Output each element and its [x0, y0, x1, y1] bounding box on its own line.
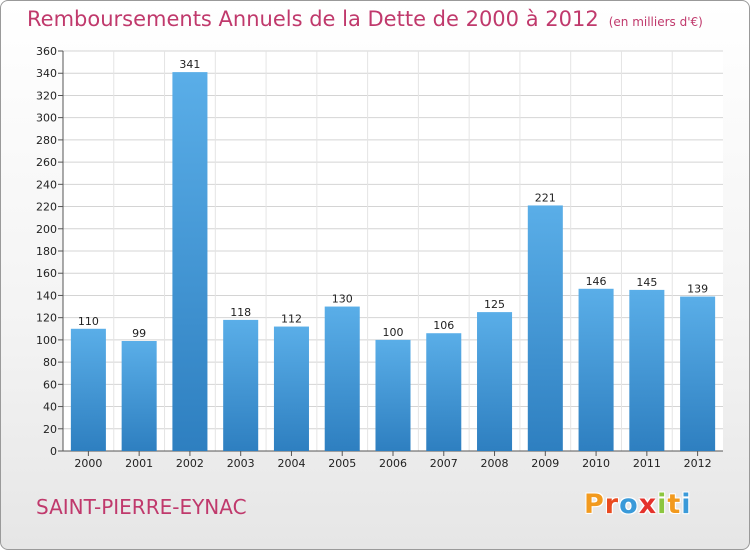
y-tick-label: 340: [36, 67, 57, 80]
x-tick-label-2004: 2004: [277, 457, 305, 470]
bar-2004: [273, 326, 309, 451]
bar-2010: [578, 288, 614, 451]
data-label-2000: 110: [78, 315, 99, 328]
y-tick-label: 300: [36, 112, 57, 125]
proxiti-logo: Proxiti: [584, 489, 692, 520]
x-tick-label-2007: 2007: [430, 457, 458, 470]
logo-letter: t: [667, 489, 682, 520]
y-tick-label: 320: [36, 89, 57, 102]
y-tick-label: 220: [36, 201, 57, 214]
bars: [70, 72, 716, 451]
x-tick-label-2011: 2011: [633, 457, 661, 470]
bar-2000: [70, 328, 106, 451]
bar-2006: [375, 339, 411, 451]
x-tick-label-2000: 2000: [74, 457, 102, 470]
y-tick-label: 100: [36, 334, 57, 347]
data-label-2008: 125: [484, 298, 505, 311]
labels: 0 20 40 60 80 100 120 140 160 180 200 220 240 260 280 3…: [36, 45, 712, 470]
bar-2001: [121, 341, 157, 451]
x-tick-label-2001: 2001: [125, 457, 153, 470]
x-tick-label-2002: 2002: [176, 457, 204, 470]
chart-subtitle: (en milliers d'€): [608, 15, 703, 29]
y-tick-label: 120: [36, 312, 57, 325]
chart-title: Remboursements Annuels de la Dette de 20…: [27, 7, 703, 31]
data-label-2003: 118: [230, 306, 251, 319]
bar-2009: [527, 205, 563, 451]
data-label-2009: 221: [535, 191, 556, 204]
logo-letter: r: [604, 489, 620, 520]
data-label-2001: 99: [132, 327, 146, 340]
x-tick-label-2006: 2006: [379, 457, 407, 470]
y-tick-label: 0: [50, 445, 57, 458]
y-tick-label: 160: [36, 267, 57, 280]
logo-letter: i: [681, 489, 692, 520]
data-label-2010: 146: [586, 275, 607, 288]
x-tick-label-2012: 2012: [684, 457, 712, 470]
x-tick-label-2010: 2010: [582, 457, 610, 470]
data-label-2002: 341: [179, 58, 200, 71]
y-tick-label: 200: [36, 223, 57, 236]
bar-2003: [223, 319, 259, 451]
logo-letter: o: [619, 489, 639, 520]
y-tick-label: 240: [36, 178, 57, 191]
bar-2008: [477, 312, 513, 451]
bar-2012: [680, 296, 716, 451]
y-tick-label: 140: [36, 289, 57, 302]
y-tick-label: 60: [43, 378, 57, 391]
y-tick-label: 180: [36, 245, 57, 258]
bar-2002: [172, 72, 208, 451]
y-tick-label: 260: [36, 156, 57, 169]
y-tick-label: 280: [36, 134, 57, 147]
y-tick-label: 20: [43, 423, 57, 436]
x-tick-label-2008: 2008: [481, 457, 509, 470]
x-tick-label-2003: 2003: [227, 457, 255, 470]
bar-2007: [426, 333, 462, 451]
y-tick-label: 80: [43, 356, 57, 369]
data-label-2004: 112: [281, 313, 302, 326]
town-name: SAINT-PIERRE-EYNAC: [36, 495, 247, 519]
logo-letter: i: [657, 489, 668, 520]
y-tick-label: 40: [43, 401, 57, 414]
x-tick-label-2009: 2009: [531, 457, 559, 470]
chart-title-text: Remboursements Annuels de la Dette de 20…: [27, 7, 599, 31]
bar-2011: [629, 289, 665, 451]
data-label-2012: 139: [687, 283, 708, 296]
logo-letter: x: [638, 489, 658, 520]
data-label-2005: 130: [332, 293, 353, 306]
bar-2005: [324, 306, 360, 451]
data-label-2006: 100: [383, 326, 404, 339]
x-tick-label-2005: 2005: [328, 457, 356, 470]
data-label-2011: 145: [636, 276, 657, 289]
data-label-2007: 106: [433, 319, 454, 332]
y-tick-label: 360: [36, 45, 57, 58]
logo-letter: P: [584, 489, 605, 520]
